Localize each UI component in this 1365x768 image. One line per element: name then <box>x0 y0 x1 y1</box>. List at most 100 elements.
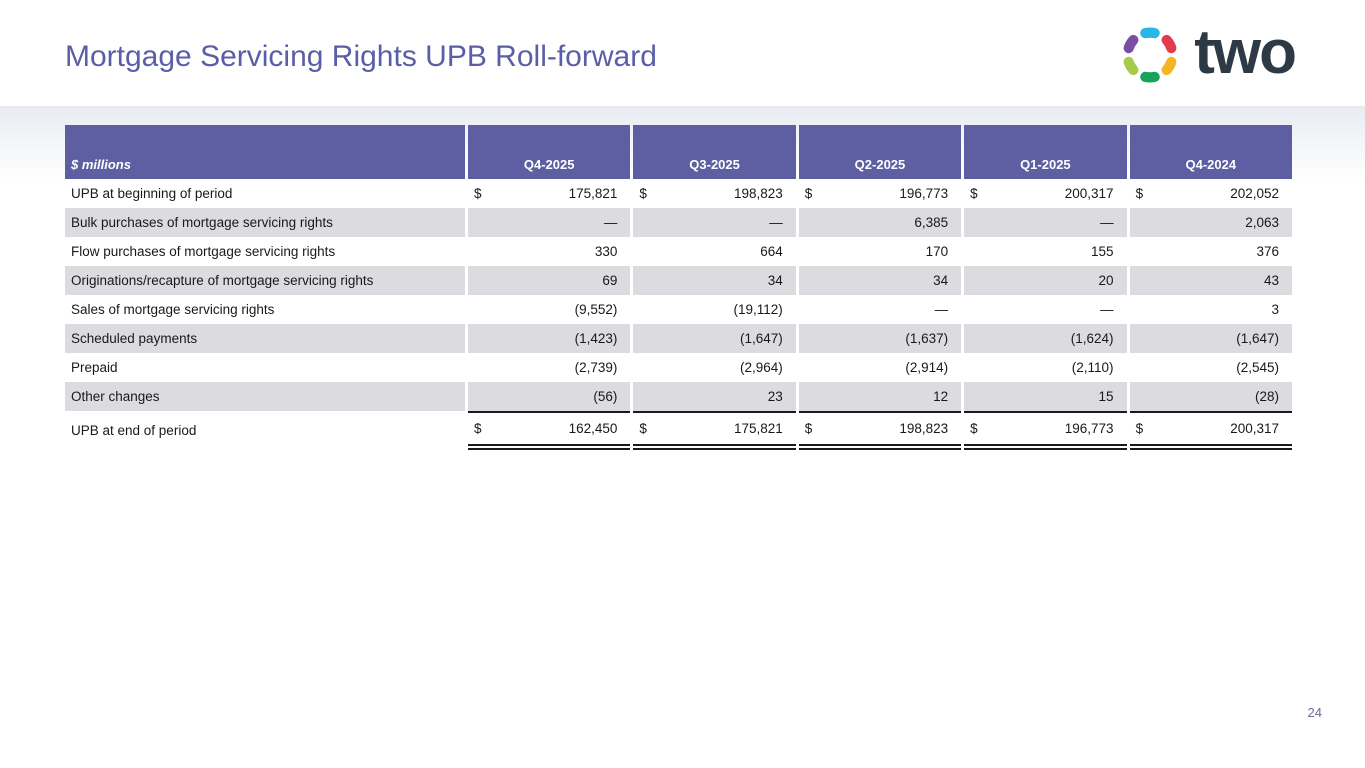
table-header-q1-2025: Q1-2025 <box>964 125 1127 179</box>
value-cell: 34 <box>798 266 962 295</box>
value-cell: 170 <box>798 237 962 266</box>
cell-value: (19,112) <box>733 302 783 317</box>
value-cell: $202,052 <box>1129 179 1292 208</box>
cell-value: 198,823 <box>733 186 783 201</box>
value-cell: 12 <box>798 382 962 411</box>
currency-symbol: $ <box>639 186 647 201</box>
cell-value: 155 <box>1091 244 1114 259</box>
value-cell: 155 <box>964 237 1127 266</box>
cell-value: (1,647) <box>740 331 783 346</box>
cell-value: (1,624) <box>1070 331 1114 346</box>
value-cell: (1,647) <box>1129 324 1292 353</box>
value-cell: 2,063 <box>1129 208 1292 237</box>
cell-value: — <box>603 215 618 230</box>
page-number: 24 <box>1307 705 1322 720</box>
value-cell: (56) <box>468 382 631 411</box>
value-cell: $196,773 <box>798 179 962 208</box>
cell-value: — <box>769 215 783 230</box>
cell-value: 20 <box>1098 273 1114 288</box>
value-cell: 330 <box>468 237 631 266</box>
currency-symbol: $ <box>474 186 482 201</box>
row-label: Sales of mortgage servicing rights <box>65 295 465 324</box>
currency-symbol: $ <box>804 421 813 436</box>
value-cell: $162,450 <box>468 411 631 450</box>
cell-value: 162,450 <box>568 421 618 436</box>
value-cell: (1,637) <box>798 324 962 353</box>
value-cell: — <box>468 208 631 237</box>
table-header-q2-2025: Q2-2025 <box>798 125 962 179</box>
value-cell: — <box>964 208 1127 237</box>
table-row: Flow purchases of mortgage servicing rig… <box>65 237 1292 266</box>
cell-value: 376 <box>1256 244 1279 259</box>
cell-value: (2,545) <box>1236 360 1279 375</box>
cell-value: 200,317 <box>1230 421 1279 436</box>
value-cell: 15 <box>964 382 1127 411</box>
row-label: Prepaid <box>65 353 465 382</box>
table-row: Sales of mortgage servicing rights (9,55… <box>65 295 1292 324</box>
value-cell: $198,823 <box>633 179 796 208</box>
value-cell: $198,823 <box>798 411 962 450</box>
cell-value: (2,110) <box>1071 360 1114 375</box>
cell-value: (1,423) <box>574 331 618 346</box>
cell-value: (1,647) <box>1236 331 1279 346</box>
cell-value: 170 <box>925 244 949 259</box>
table-header-q4-2025: Q4-2025 <box>468 125 631 179</box>
upb-rollforward-table: $ millions Q4-2025 Q3-2025 Q2-2025 Q1-20… <box>62 125 1295 450</box>
currency-symbol: $ <box>804 186 813 201</box>
value-cell: $175,821 <box>633 411 796 450</box>
cell-value: 330 <box>594 244 618 259</box>
cell-value: 2,063 <box>1245 215 1279 230</box>
value-cell: $196,773 <box>964 411 1127 450</box>
row-label: Bulk purchases of mortgage servicing rig… <box>65 208 465 237</box>
value-cell: (2,964) <box>633 353 796 382</box>
cell-value: 198,823 <box>899 421 949 436</box>
currency-symbol: $ <box>970 186 978 201</box>
cell-value: 3 <box>1271 302 1279 317</box>
cell-value: 34 <box>933 273 949 288</box>
value-cell: (28) <box>1129 382 1292 411</box>
logo-arm-upper-left <box>1123 34 1139 54</box>
table-row: Prepaid (2,739) (2,964) (2,914) (2,110) … <box>65 353 1292 382</box>
value-cell: 43 <box>1129 266 1292 295</box>
cell-value: 200,317 <box>1064 186 1114 201</box>
row-label: UPB at end of period <box>65 411 465 450</box>
cell-value: 196,773 <box>899 186 949 201</box>
currency-symbol: $ <box>970 421 978 436</box>
value-cell: $200,317 <box>964 179 1127 208</box>
cell-value: (28) <box>1254 389 1279 404</box>
cell-value: 12 <box>933 389 949 404</box>
table-row: Bulk purchases of mortgage servicing rig… <box>65 208 1292 237</box>
cell-value: 23 <box>767 389 783 404</box>
value-cell: (1,624) <box>964 324 1127 353</box>
table-header-row: $ millions Q4-2025 Q3-2025 Q2-2025 Q1-20… <box>65 125 1292 179</box>
row-label: Flow purchases of mortgage servicing rig… <box>65 237 465 266</box>
value-cell: 34 <box>633 266 796 295</box>
value-cell: (2,110) <box>964 353 1127 382</box>
cell-value: 34 <box>767 273 783 288</box>
cell-value: 202,052 <box>1230 186 1279 201</box>
table-header-q3-2025: Q3-2025 <box>633 125 796 179</box>
value-cell: (2,545) <box>1129 353 1292 382</box>
value-cell: (1,647) <box>633 324 796 353</box>
table-row: Originations/recapture of mortgage servi… <box>65 266 1292 295</box>
cell-value: 175,821 <box>733 421 783 436</box>
value-cell: (19,112) <box>633 295 796 324</box>
value-cell: — <box>633 208 796 237</box>
value-cell: — <box>798 295 962 324</box>
value-cell: 69 <box>468 266 631 295</box>
cell-value: (56) <box>593 389 618 404</box>
company-logo: two <box>1118 22 1297 88</box>
cell-value: — <box>934 302 949 317</box>
value-cell: 376 <box>1129 237 1292 266</box>
row-label: Other changes <box>65 382 465 411</box>
two-logo-icon <box>1123 27 1177 83</box>
value-cell: (9,552) <box>468 295 631 324</box>
cell-value: 175,821 <box>568 186 618 201</box>
cell-value: (1,637) <box>905 331 949 346</box>
value-cell: 3 <box>1129 295 1292 324</box>
cell-value: 664 <box>760 244 783 259</box>
value-cell: (1,423) <box>468 324 631 353</box>
cell-value: 6,385 <box>914 215 949 230</box>
currency-symbol: $ <box>1135 186 1144 201</box>
table-header-unit-label: $ millions <box>65 125 465 179</box>
